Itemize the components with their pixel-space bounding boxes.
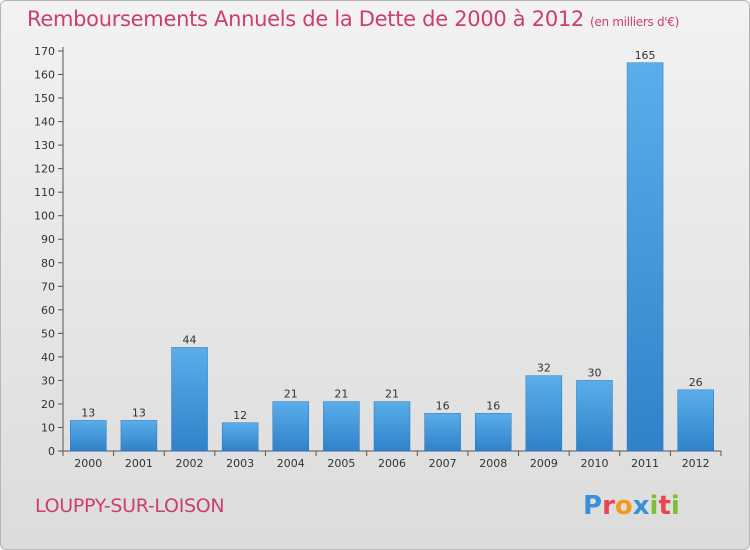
chart-title: Remboursements Annuels de la Dette de 20… — [27, 7, 679, 31]
x-tick-label: 2011 — [631, 457, 659, 470]
data-label: 21 — [334, 388, 348, 401]
x-tick-label: 2003 — [226, 457, 254, 470]
bars: 13 13 44 12 21 21 21 16 16 32 30 165 26 — [70, 49, 714, 452]
y-tick-label: 110 — [34, 186, 55, 199]
data-label: 16 — [436, 399, 450, 412]
y-tick-label: 100 — [34, 210, 55, 223]
y-tick-label: 130 — [34, 139, 55, 152]
x-tick-label: 2009 — [530, 457, 558, 470]
bar — [373, 401, 411, 452]
x-tick-label: 2001 — [125, 457, 153, 470]
y-tick-label: 60 — [41, 304, 55, 317]
axes: 0 10 20 30 40 50 60 70 80 90 100 110 120 130 140 150 160… — [34, 45, 722, 470]
y-tick-label: 140 — [34, 116, 55, 129]
data-label: 21 — [284, 388, 298, 401]
y-tick-label: 120 — [34, 163, 55, 176]
x-tick-label: 2006 — [378, 457, 406, 470]
y-tick-label: 20 — [41, 398, 55, 411]
data-label: 13 — [81, 406, 95, 419]
y-tick-label: 80 — [41, 257, 55, 270]
y-tick-label: 50 — [41, 327, 55, 340]
bar — [677, 389, 714, 452]
x-tick-label: 2000 — [74, 457, 102, 470]
y-tick-label: 0 — [48, 445, 55, 458]
data-label: 12 — [233, 409, 247, 422]
bar — [323, 401, 360, 452]
commune-name: LOUPPY-SUR-LOISON — [35, 495, 225, 517]
bar — [424, 413, 461, 452]
data-label: 30 — [587, 366, 601, 379]
y-tick-label: 170 — [34, 45, 55, 58]
data-label: 165 — [635, 49, 656, 62]
y-tick-label: 160 — [34, 69, 55, 82]
chart-title-text: Remboursements Annuels de la Dette de 20… — [27, 7, 584, 31]
x-tick-label: 2005 — [327, 457, 355, 470]
x-tick-label: 2007 — [429, 457, 457, 470]
data-label: 16 — [486, 399, 500, 412]
data-label: 26 — [689, 376, 703, 389]
y-tick-label: 90 — [41, 233, 55, 246]
bar — [171, 347, 208, 452]
bar — [120, 420, 158, 452]
y-tick-label: 30 — [41, 374, 55, 387]
y-tick-label: 70 — [41, 280, 55, 293]
bar — [70, 420, 107, 452]
bar — [576, 380, 613, 452]
data-label: 13 — [132, 406, 146, 419]
bar — [474, 413, 512, 452]
data-label: 44 — [183, 333, 197, 346]
bar — [626, 62, 664, 452]
y-tick-label: 10 — [41, 421, 55, 434]
chart-unit: (en milliers d'€) — [590, 15, 680, 29]
x-tick-label: 2004 — [277, 457, 305, 470]
y-tick-label: 40 — [41, 351, 55, 364]
y-tick-label: 150 — [34, 92, 55, 105]
bar — [221, 422, 259, 452]
bar — [525, 375, 563, 452]
data-label: 32 — [537, 362, 551, 375]
proxiti-logo: Proxiti — [583, 491, 680, 521]
x-tick-label: 2012 — [682, 457, 710, 470]
x-tick-label: 2002 — [176, 457, 204, 470]
data-label: 21 — [385, 388, 399, 401]
x-tick-label: 2008 — [479, 457, 507, 470]
x-tick-label: 2010 — [580, 457, 608, 470]
bar — [272, 401, 310, 452]
